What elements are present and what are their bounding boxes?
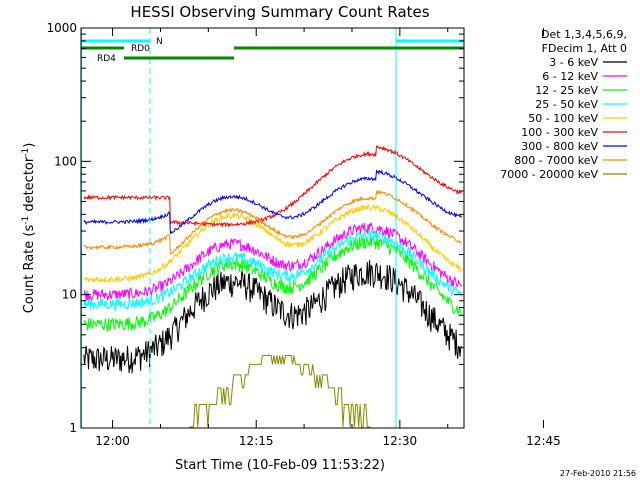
x-tick-label: 12:45 <box>526 434 561 448</box>
y-tick-label: 1 <box>69 421 77 435</box>
series-line <box>83 203 462 284</box>
series-line <box>83 169 462 235</box>
series-line <box>189 355 371 428</box>
plot-frame <box>80 27 465 429</box>
legend-label: 100 - 300 keV <box>521 126 598 139</box>
series-line <box>83 229 462 312</box>
series-line <box>83 222 462 301</box>
legend-header-line-1: Det 1,3,4,5,6,9, <box>541 28 627 41</box>
y-tick-label: 100 <box>54 154 77 168</box>
legend-label: 7000 - 20000 keV <box>500 168 598 181</box>
series-line <box>83 145 462 228</box>
series-line <box>83 189 462 255</box>
y-axis-label-part-3: ) <box>22 143 37 148</box>
y-axis-label-sup-1: -1 <box>21 216 31 225</box>
x-tick-label: 12:00 <box>95 434 130 448</box>
y-axis-label: Count Rate (s-1 detector-1) <box>21 143 37 314</box>
y-tick-label: 10 <box>62 288 77 302</box>
timestamp: 27-Feb-2010 21:56 <box>560 469 636 478</box>
series-layer <box>83 145 462 428</box>
legend-label: 300 - 800 keV <box>521 140 598 153</box>
x-tick-label: 12:15 <box>239 434 274 448</box>
series-line <box>83 260 462 374</box>
x-tick-label: 12:30 <box>383 434 418 448</box>
legend-label: 12 - 25 keV <box>535 84 598 97</box>
legend-label: 3 - 6 keV <box>549 56 598 69</box>
flag-label-n: N <box>156 37 163 47</box>
legend-label: 25 - 50 keV <box>535 98 598 111</box>
chart-title: HESSI Observing Summary Count Rates <box>130 3 429 21</box>
x-axis-label: Start Time (10-Feb-09 11:53:22) <box>175 458 385 473</box>
flag-label-rd0: RD0 <box>131 44 150 54</box>
axis-ticks: 12:0012:1512:3012:4513:0013:1513:3011010… <box>46 21 561 448</box>
legend-header-line-2: FDecim 1, Att 0 <box>542 42 627 55</box>
legend: Det 1,3,4,5,6,9, FDecim 1, Att 0 3 - 6 k… <box>500 28 627 181</box>
legend-label: 800 - 7000 keV <box>514 154 598 167</box>
y-tick-label: 1000 <box>46 21 77 35</box>
series-line <box>83 235 462 332</box>
y-axis-label-part-2: detector <box>22 156 37 216</box>
legend-label: 6 - 12 keV <box>542 70 598 83</box>
legend-label: 50 - 100 keV <box>528 112 598 125</box>
flag-label-rd4: RD4 <box>97 54 116 64</box>
y-axis-label-part-1: Count Rate (s <box>22 225 37 314</box>
y-axis-label-sup-2: -1 <box>21 148 31 157</box>
